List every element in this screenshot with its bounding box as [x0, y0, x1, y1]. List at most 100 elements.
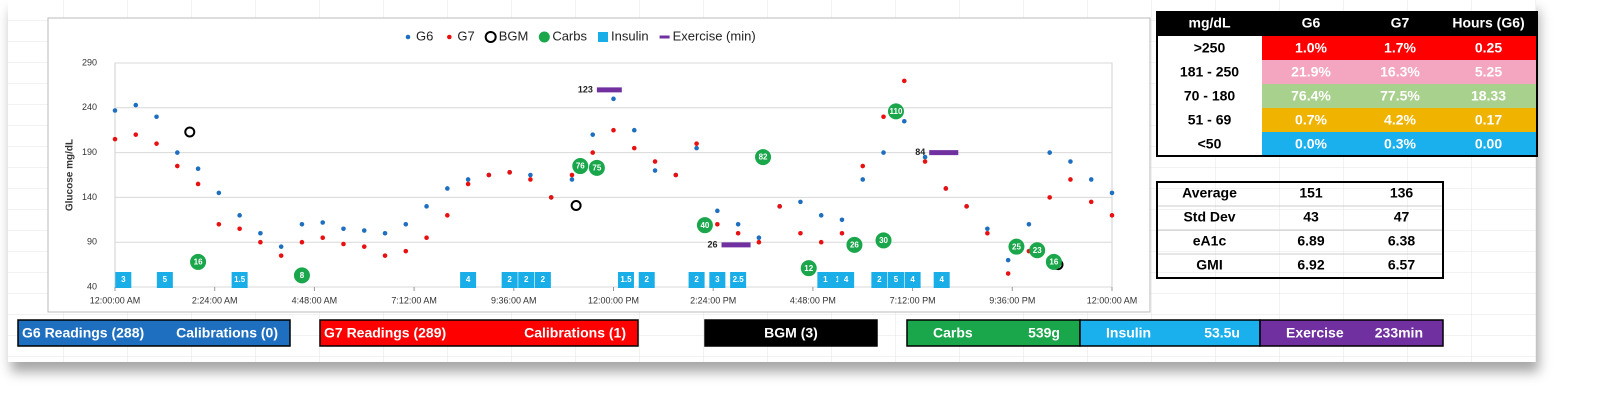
carb-marker — [887, 103, 904, 120]
table-cell-text: 76.4% — [1291, 88, 1331, 104]
summary-cell — [704, 319, 878, 347]
table-header-text: mg/dL — [1189, 15, 1231, 31]
insulin-label: 2 — [541, 275, 546, 284]
reading-point — [735, 230, 741, 236]
x-tick-label: 2:24:00 PM — [690, 295, 736, 305]
reading-point — [694, 145, 699, 151]
reading-point — [195, 166, 201, 172]
reading-point — [445, 213, 450, 218]
reading-point — [590, 150, 596, 155]
insulin-label: 5 — [894, 275, 899, 284]
insulin-label: 2 — [524, 275, 529, 284]
insulin-label: 3 — [121, 275, 126, 284]
insulin-label: 3 — [715, 275, 720, 284]
reading-point — [839, 217, 845, 223]
reading-point — [839, 230, 845, 236]
reading-point — [341, 226, 346, 232]
reading-point — [299, 221, 305, 227]
reading-point — [1005, 257, 1011, 263]
table-cell-text: 0.17 — [1475, 112, 1502, 128]
insulin-marker — [933, 272, 950, 288]
legend-symbol — [484, 31, 497, 43]
carb-label: 23 — [1033, 246, 1042, 255]
carb-label: 16 — [1049, 258, 1058, 267]
insulin-marker — [838, 272, 855, 288]
reading-point — [548, 195, 554, 200]
reading-point — [569, 177, 575, 182]
reading-point — [1005, 271, 1011, 276]
reading-point — [361, 244, 367, 249]
reading-point — [175, 150, 180, 155]
carb-marker — [755, 149, 772, 166]
summary-text: 233min — [1375, 325, 1423, 341]
reading-point — [278, 253, 284, 258]
insulin-label: 2.5 — [733, 275, 745, 284]
table-cell — [1262, 108, 1360, 132]
insulin-label: 4 — [910, 275, 915, 284]
stats-cell-text: GMI — [1196, 257, 1222, 273]
table-header-cell — [1157, 12, 1262, 36]
carb-label: 30 — [879, 236, 888, 245]
reading-point — [611, 127, 616, 133]
carb-marker — [696, 217, 713, 234]
table-cell — [1360, 36, 1440, 60]
reading-point — [154, 114, 159, 120]
table-cell-text: 77.5% — [1380, 88, 1420, 104]
insulin-marker — [904, 272, 921, 288]
table-cell — [1157, 132, 1262, 156]
insulin-label: 1.5 — [620, 275, 632, 284]
reading-point — [818, 239, 824, 245]
reading-point — [237, 213, 242, 218]
insulin-marker — [871, 272, 888, 288]
insulin-marker — [115, 272, 132, 288]
summary-text: Exercise — [1286, 325, 1344, 341]
insulin-marker — [534, 272, 551, 288]
table-cell-text: 0.00 — [1475, 136, 1502, 152]
insulin-marker — [688, 272, 705, 288]
reading-point — [881, 150, 886, 155]
reading-point — [652, 159, 658, 164]
table-cell-text: 16.3% — [1380, 64, 1420, 80]
reading-point — [1047, 195, 1052, 200]
reading-point — [652, 168, 658, 173]
carb-marker — [190, 253, 207, 270]
insulin-marker — [887, 272, 904, 288]
legend-label: Carbs — [552, 28, 587, 43]
insulin-label: 2 — [507, 275, 512, 284]
carb-marker — [875, 232, 892, 249]
summary-text: Insulin — [1106, 325, 1151, 341]
reading-point — [465, 177, 471, 182]
reading-point — [528, 172, 533, 178]
insulin-marker — [617, 272, 634, 288]
summary-text: 539g — [1028, 325, 1060, 341]
reading-point — [860, 177, 866, 182]
reading-point — [320, 235, 326, 241]
table-cell — [1157, 36, 1262, 60]
y-tick-label: 140 — [82, 192, 97, 202]
insulin-label: 4 — [466, 275, 471, 284]
legend-label: BGM — [499, 28, 529, 43]
table-cell — [1157, 108, 1262, 132]
reading-point — [528, 177, 533, 182]
table-header-text: G7 — [1391, 15, 1410, 31]
table-header-cell — [1360, 12, 1440, 36]
table-cell — [1440, 108, 1537, 132]
x-tick-label: 7:12:00 PM — [890, 295, 936, 305]
insulin-marker — [231, 272, 248, 288]
x-tick-label: 12:00:00 AM — [1087, 295, 1138, 305]
reading-point — [569, 172, 575, 178]
carb-label: 75 — [592, 163, 601, 172]
reading-point — [278, 244, 284, 249]
table-cell — [1262, 84, 1360, 108]
reading-point — [382, 253, 388, 258]
exercise-label: 26 — [707, 239, 717, 249]
legend-symbol — [447, 34, 452, 40]
table-cell — [1360, 84, 1440, 108]
insulin-marker — [501, 272, 518, 288]
reading-point — [735, 221, 741, 227]
reading-point — [756, 239, 762, 245]
reading-point — [486, 172, 492, 178]
reading-point — [694, 141, 699, 146]
carb-marker — [1045, 253, 1062, 270]
